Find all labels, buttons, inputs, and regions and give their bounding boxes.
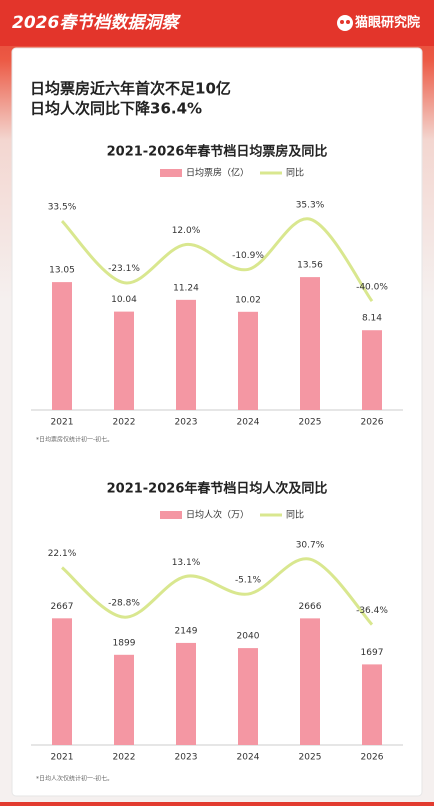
line-value-label: -36.4% bbox=[356, 606, 388, 616]
line-value-label: 30.7% bbox=[296, 541, 325, 551]
bar bbox=[238, 648, 258, 745]
footnote: *日均票房仅统计初一-初七。 bbox=[36, 436, 113, 444]
legend-label: 日均票房（亿） bbox=[186, 167, 249, 179]
x-tick-label: 2024 bbox=[237, 418, 260, 428]
bar-value-label: 13.56 bbox=[297, 261, 323, 271]
bar bbox=[176, 642, 196, 745]
brand-name: 猫眼研究院 bbox=[355, 15, 420, 31]
legend-label: 同比 bbox=[286, 167, 304, 179]
line-value-label: -23.1% bbox=[108, 264, 140, 274]
x-tick-label: 2025 bbox=[299, 753, 322, 763]
line bbox=[60, 217, 374, 303]
line-value-label: 22.1% bbox=[48, 549, 77, 559]
x-tick-label: 2023 bbox=[175, 753, 198, 763]
bar-value-label: 10.04 bbox=[111, 295, 137, 305]
bar-value-label: 11.24 bbox=[173, 283, 199, 293]
header-title: 2026春节档数据洞察 bbox=[12, 13, 181, 33]
card bbox=[11, 47, 423, 797]
legend-label: 同比 bbox=[286, 509, 304, 521]
bar bbox=[300, 618, 320, 745]
bar-value-label: 1899 bbox=[113, 638, 136, 648]
bar-value-label: 2040 bbox=[237, 632, 260, 642]
headline: 日均人次同比下降36.4% bbox=[30, 100, 202, 118]
bar-value-label: 13.05 bbox=[49, 266, 75, 276]
x-tick-label: 2024 bbox=[237, 753, 260, 763]
bar-value-label: 8.14 bbox=[362, 314, 382, 324]
headline: 日均票房近六年首次不足10亿 bbox=[30, 80, 231, 98]
bar-value-label: 2667 bbox=[51, 602, 74, 612]
bar bbox=[238, 311, 258, 410]
line-value-label: -28.8% bbox=[108, 599, 140, 609]
bar bbox=[114, 311, 134, 410]
line-value-label: 12.0% bbox=[172, 226, 201, 236]
chart-title: 2021-2026年春节档日均人次及同比 bbox=[107, 481, 328, 497]
bar bbox=[300, 277, 320, 410]
bar-value-label: 1697 bbox=[361, 648, 384, 658]
footnote: *日均人次仅统计初一-初七。 bbox=[36, 775, 113, 783]
bar bbox=[176, 299, 196, 410]
x-tick-label: 2022 bbox=[113, 418, 136, 428]
line-value-label: -5.1% bbox=[235, 576, 262, 586]
line-value-label: 13.1% bbox=[172, 558, 201, 568]
bar bbox=[362, 330, 382, 410]
brand-icon bbox=[337, 15, 353, 31]
legend-swatch bbox=[160, 169, 182, 177]
bar bbox=[52, 618, 72, 745]
header-band bbox=[0, 0, 434, 46]
line-value-label: -10.9% bbox=[232, 251, 264, 261]
brand-icon-eye bbox=[346, 20, 350, 24]
legend-swatch bbox=[160, 511, 182, 519]
bar bbox=[362, 664, 382, 745]
x-tick-label: 2021 bbox=[51, 418, 74, 428]
x-tick-label: 2022 bbox=[113, 753, 136, 763]
bar-value-label: 10.02 bbox=[235, 295, 261, 305]
x-tick-label: 2023 bbox=[175, 418, 198, 428]
line-value-label: 35.3% bbox=[296, 201, 325, 211]
bar-value-label: 2149 bbox=[175, 626, 198, 636]
x-tick-label: 2026 bbox=[361, 753, 384, 763]
x-tick-label: 2021 bbox=[51, 753, 74, 763]
bar bbox=[114, 654, 134, 745]
x-tick-label: 2026 bbox=[361, 418, 384, 428]
brand-icon-eye bbox=[340, 20, 344, 24]
line-value-label: 33.5% bbox=[48, 203, 77, 213]
chart-title: 2021-2026年春节档日均票房及同比 bbox=[107, 144, 328, 160]
line-value-label: -40.0% bbox=[356, 283, 388, 293]
line bbox=[61, 557, 374, 626]
x-tick-label: 2025 bbox=[299, 418, 322, 428]
bar-value-label: 2666 bbox=[299, 602, 322, 612]
bar bbox=[52, 282, 72, 410]
legend-label: 日均人次（万） bbox=[186, 509, 249, 521]
